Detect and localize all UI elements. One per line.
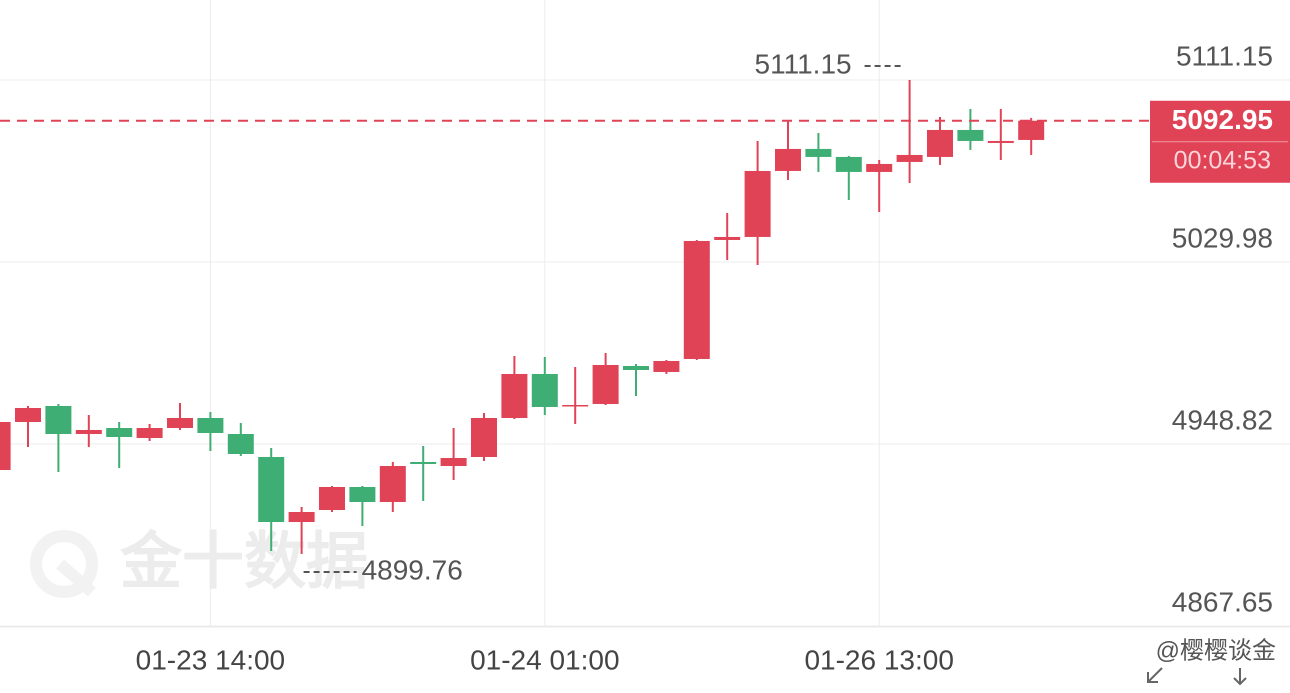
candle-body [349,487,376,503]
candle-body [744,170,771,237]
candle-body [714,236,741,240]
candle-body [805,148,832,157]
y-tick-label: 5111.15 [1176,40,1273,71]
candle-body [197,418,224,434]
candle-body [835,156,862,172]
candle-body [227,433,254,454]
candle-body [258,456,285,523]
candle-body [440,458,467,467]
watermark-logo [30,530,98,598]
candle-body [683,240,710,359]
candle-body [379,466,406,503]
candle-body [653,360,680,372]
watermark: 金十数据 [119,527,368,596]
candle-body [15,407,41,422]
credit: @樱樱谈金 [1156,637,1276,664]
candle-body [501,373,528,418]
candle-body [562,404,589,407]
min-label: 4899.76 [362,554,463,585]
countdown-label: 00:04:53 [1174,146,1271,174]
candle-body [45,406,72,434]
y-tick-label: 5029.98 [1172,222,1273,253]
max-label: 5111.15 [755,48,852,79]
candle-body [75,429,102,434]
download-icon [1233,668,1247,686]
candle-body [623,365,649,370]
candle-body [927,129,953,157]
candle-body [987,140,1014,143]
candle-body [106,428,133,437]
y-tick-label: 4867.65 [1172,586,1273,617]
candle-body [167,418,193,429]
candle-body [0,421,11,471]
candle-body [1018,120,1045,140]
candle-body [592,364,619,404]
candle-body [319,487,345,511]
x-tick-label: 01-23 14:00 [136,644,285,675]
candle-body [136,428,163,439]
candle-body [775,148,801,171]
candle-body [531,373,558,407]
candle-body [866,163,893,172]
candle-body [288,512,315,523]
x-tick-label: 01-24 01:00 [470,644,619,675]
candle-body [896,154,923,162]
candle-body [471,418,497,457]
candle-body [957,129,984,141]
current-price-label: 5092.95 [1172,104,1273,135]
expand-icon [1147,667,1163,683]
x-tick-label: 01-26 13:00 [804,644,953,675]
candle-body [410,461,437,464]
y-tick-label: 4948.82 [1172,404,1273,435]
